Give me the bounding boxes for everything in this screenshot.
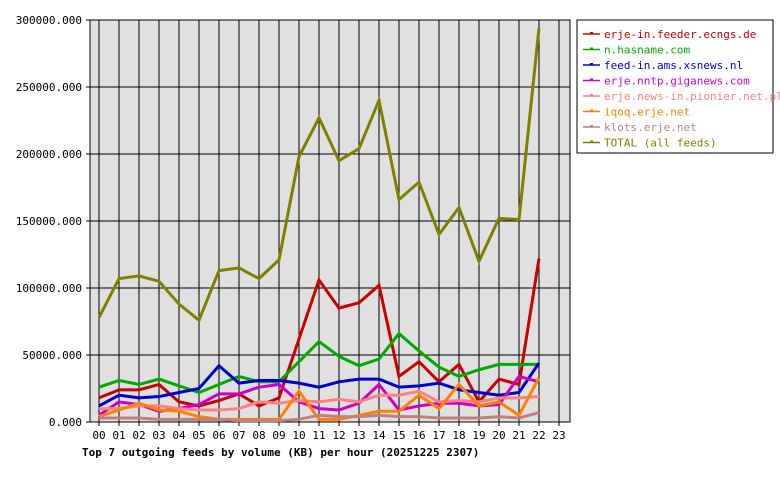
legend-marker [590, 63, 593, 65]
y-tick-label: 0.000 [49, 416, 82, 429]
legend-marker [590, 125, 593, 127]
x-tick-label: 03 [152, 429, 165, 442]
series-line [97, 27, 541, 323]
x-tick-label: 04 [172, 429, 186, 442]
x-tick-label: 06 [212, 429, 225, 442]
legend-entry: erje-in.feeder.ecngs.de [604, 28, 756, 41]
legend-marker [590, 109, 593, 112]
legend-marker [590, 32, 593, 34]
legend-marker [590, 47, 593, 50]
x-tick-label: 13 [352, 429, 365, 442]
x-tick-label: 23 [552, 429, 565, 442]
series-line [98, 258, 541, 408]
x-tick-label: 16 [412, 429, 425, 442]
legend-marker [590, 94, 593, 96]
y-tick-label: 300000.000 [16, 14, 82, 27]
x-tick-label: 22 [532, 429, 545, 442]
legend-entry: erje.nntp.giganews.com [604, 75, 750, 88]
x-tick-label: 19 [472, 429, 485, 442]
x-tick-label: 08 [252, 429, 265, 442]
legend-entry: n.hasname.com [604, 44, 690, 57]
x-tick-label: 09 [272, 429, 285, 442]
x-tick-label: 14 [372, 429, 386, 442]
x-tick-label: 11 [312, 429, 325, 442]
x-tick-label: 15 [392, 429, 405, 442]
x-tick-label: 17 [432, 429, 445, 442]
legend-entry: erje.news-in.pionier.net.pl [604, 90, 780, 103]
x-tick-label: 02 [132, 429, 145, 442]
y-tick-label: 250000.000 [16, 81, 82, 94]
legend-marker [590, 140, 593, 143]
x-tick-label: 21 [512, 429, 525, 442]
x-tick-label: 20 [492, 429, 505, 442]
series-line [98, 377, 541, 421]
y-tick-label: 100000.000 [16, 282, 82, 295]
legend-entry: iqoq.erje.net [604, 106, 690, 119]
series-line [99, 411, 540, 423]
x-tick-label: 10 [292, 429, 305, 442]
series-line [99, 389, 540, 412]
x-tick-label: 12 [332, 429, 345, 442]
legend-entry: klots.erje.net [604, 121, 697, 134]
y-tick-label: 50000.000 [22, 349, 82, 362]
legend-marker [590, 78, 593, 81]
legend-entry: feed-in.ams.xsnews.nl [604, 59, 743, 72]
series-line [98, 331, 539, 395]
y-tick-label: 150000.000 [16, 215, 82, 228]
x-tick-label: 18 [452, 429, 465, 442]
legend [576, 19, 774, 154]
x-tick-label: 07 [232, 429, 245, 442]
x-tick-label: 00 [92, 429, 105, 442]
y-tick-label: 200000.000 [16, 148, 82, 161]
x-tick-label: 05 [192, 429, 205, 442]
x-tick-label: 01 [112, 429, 125, 442]
chart-title: Top 7 outgoing feeds by volume (KB) per … [82, 446, 479, 459]
legend-entry: TOTAL (all feeds) [604, 137, 717, 150]
